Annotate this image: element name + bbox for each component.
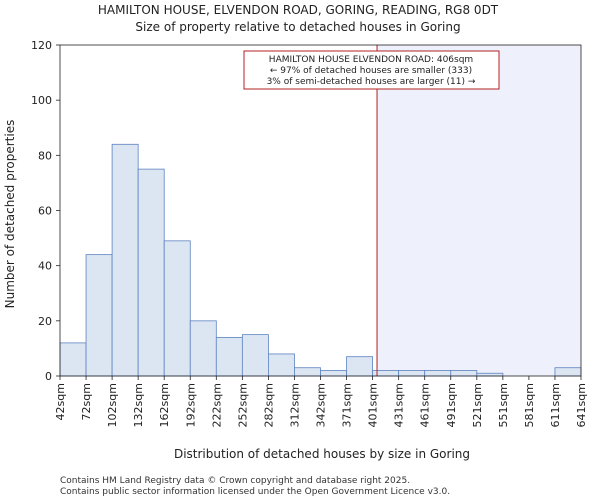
x-tick-label: 192sqm (184, 383, 197, 427)
x-axis-label: Distribution of detached houses by size … (174, 447, 470, 461)
bar-611sqm (554, 367, 582, 377)
x-tick-label: 401sqm (367, 383, 380, 427)
bar-371sqm (346, 356, 373, 377)
x-tick-label: 42sqm (54, 383, 67, 420)
x-tick-label: 461sqm (419, 383, 432, 427)
annotation-box: HAMILTON HOUSE ELVENDON ROAD: 406sqm ← 9… (243, 50, 500, 90)
x-tick-label: 491sqm (445, 383, 458, 427)
y-tick-label: 120 (31, 39, 52, 52)
bar-222sqm (215, 336, 243, 377)
y-tick-label: 100 (31, 94, 52, 107)
x-tick-label: 342sqm (315, 383, 328, 427)
bar-342sqm (320, 370, 347, 377)
bar-162sqm (163, 240, 191, 377)
bar-252sqm (241, 334, 269, 377)
chart-subtitle: Size of property relative to detached ho… (135, 20, 460, 34)
annotation-line-1: HAMILTON HOUSE ELVENDON ROAD: 406sqm (269, 55, 473, 65)
bar-132sqm (137, 168, 165, 377)
x-tick-label: 371sqm (341, 383, 354, 427)
bar-102sqm (111, 143, 139, 377)
x-tick-label: 162sqm (158, 383, 171, 427)
x-tick-label: 551sqm (497, 383, 510, 427)
bar-521sqm (476, 372, 504, 377)
bar-491sqm (450, 370, 478, 377)
x-tick-label: 132sqm (132, 383, 145, 427)
x-tick-label: 282sqm (262, 383, 275, 427)
highlight-region (377, 45, 581, 376)
footer-line-1: Contains HM Land Registry data © Crown c… (60, 476, 410, 486)
x-tick-label: 521sqm (471, 383, 484, 427)
x-tick-label: 611sqm (549, 383, 562, 427)
bar-72sqm (85, 254, 113, 377)
bar-431sqm (398, 370, 426, 377)
x-tick-label: 581sqm (523, 383, 536, 427)
footer-line-2: Contains public sector information licen… (60, 487, 450, 497)
annotation-line-2: ← 97% of detached houses are smaller (33… (270, 66, 472, 76)
x-tick-label: 102sqm (106, 383, 119, 427)
y-tick-label: 60 (38, 205, 52, 218)
y-axis-label: Number of detached properties (3, 120, 17, 309)
y-tick-label: 20 (38, 315, 52, 328)
x-tick-label: 431sqm (393, 383, 406, 427)
bar-192sqm (189, 320, 217, 377)
y-tick-label: 40 (38, 260, 52, 273)
bar-42sqm (59, 342, 87, 377)
y-tick-label: 0 (45, 370, 52, 383)
bar-401sqm (372, 370, 400, 377)
x-tick-label: 252sqm (236, 383, 249, 427)
y-tick-label: 80 (38, 149, 52, 162)
bar-461sqm (424, 370, 452, 377)
annotation-line-3: 3% of semi-detached houses are larger (1… (267, 77, 476, 87)
bar-312sqm (294, 367, 321, 377)
x-tick-label: 72sqm (80, 383, 93, 420)
bar-282sqm (267, 353, 295, 377)
x-tick-label: 641sqm (575, 383, 588, 427)
chart-title: HAMILTON HOUSE, ELVENDON ROAD, GORING, R… (98, 3, 499, 17)
x-tick-label: 312sqm (288, 383, 301, 427)
annotation-border (243, 50, 500, 90)
x-tick-label: 222sqm (210, 383, 223, 427)
